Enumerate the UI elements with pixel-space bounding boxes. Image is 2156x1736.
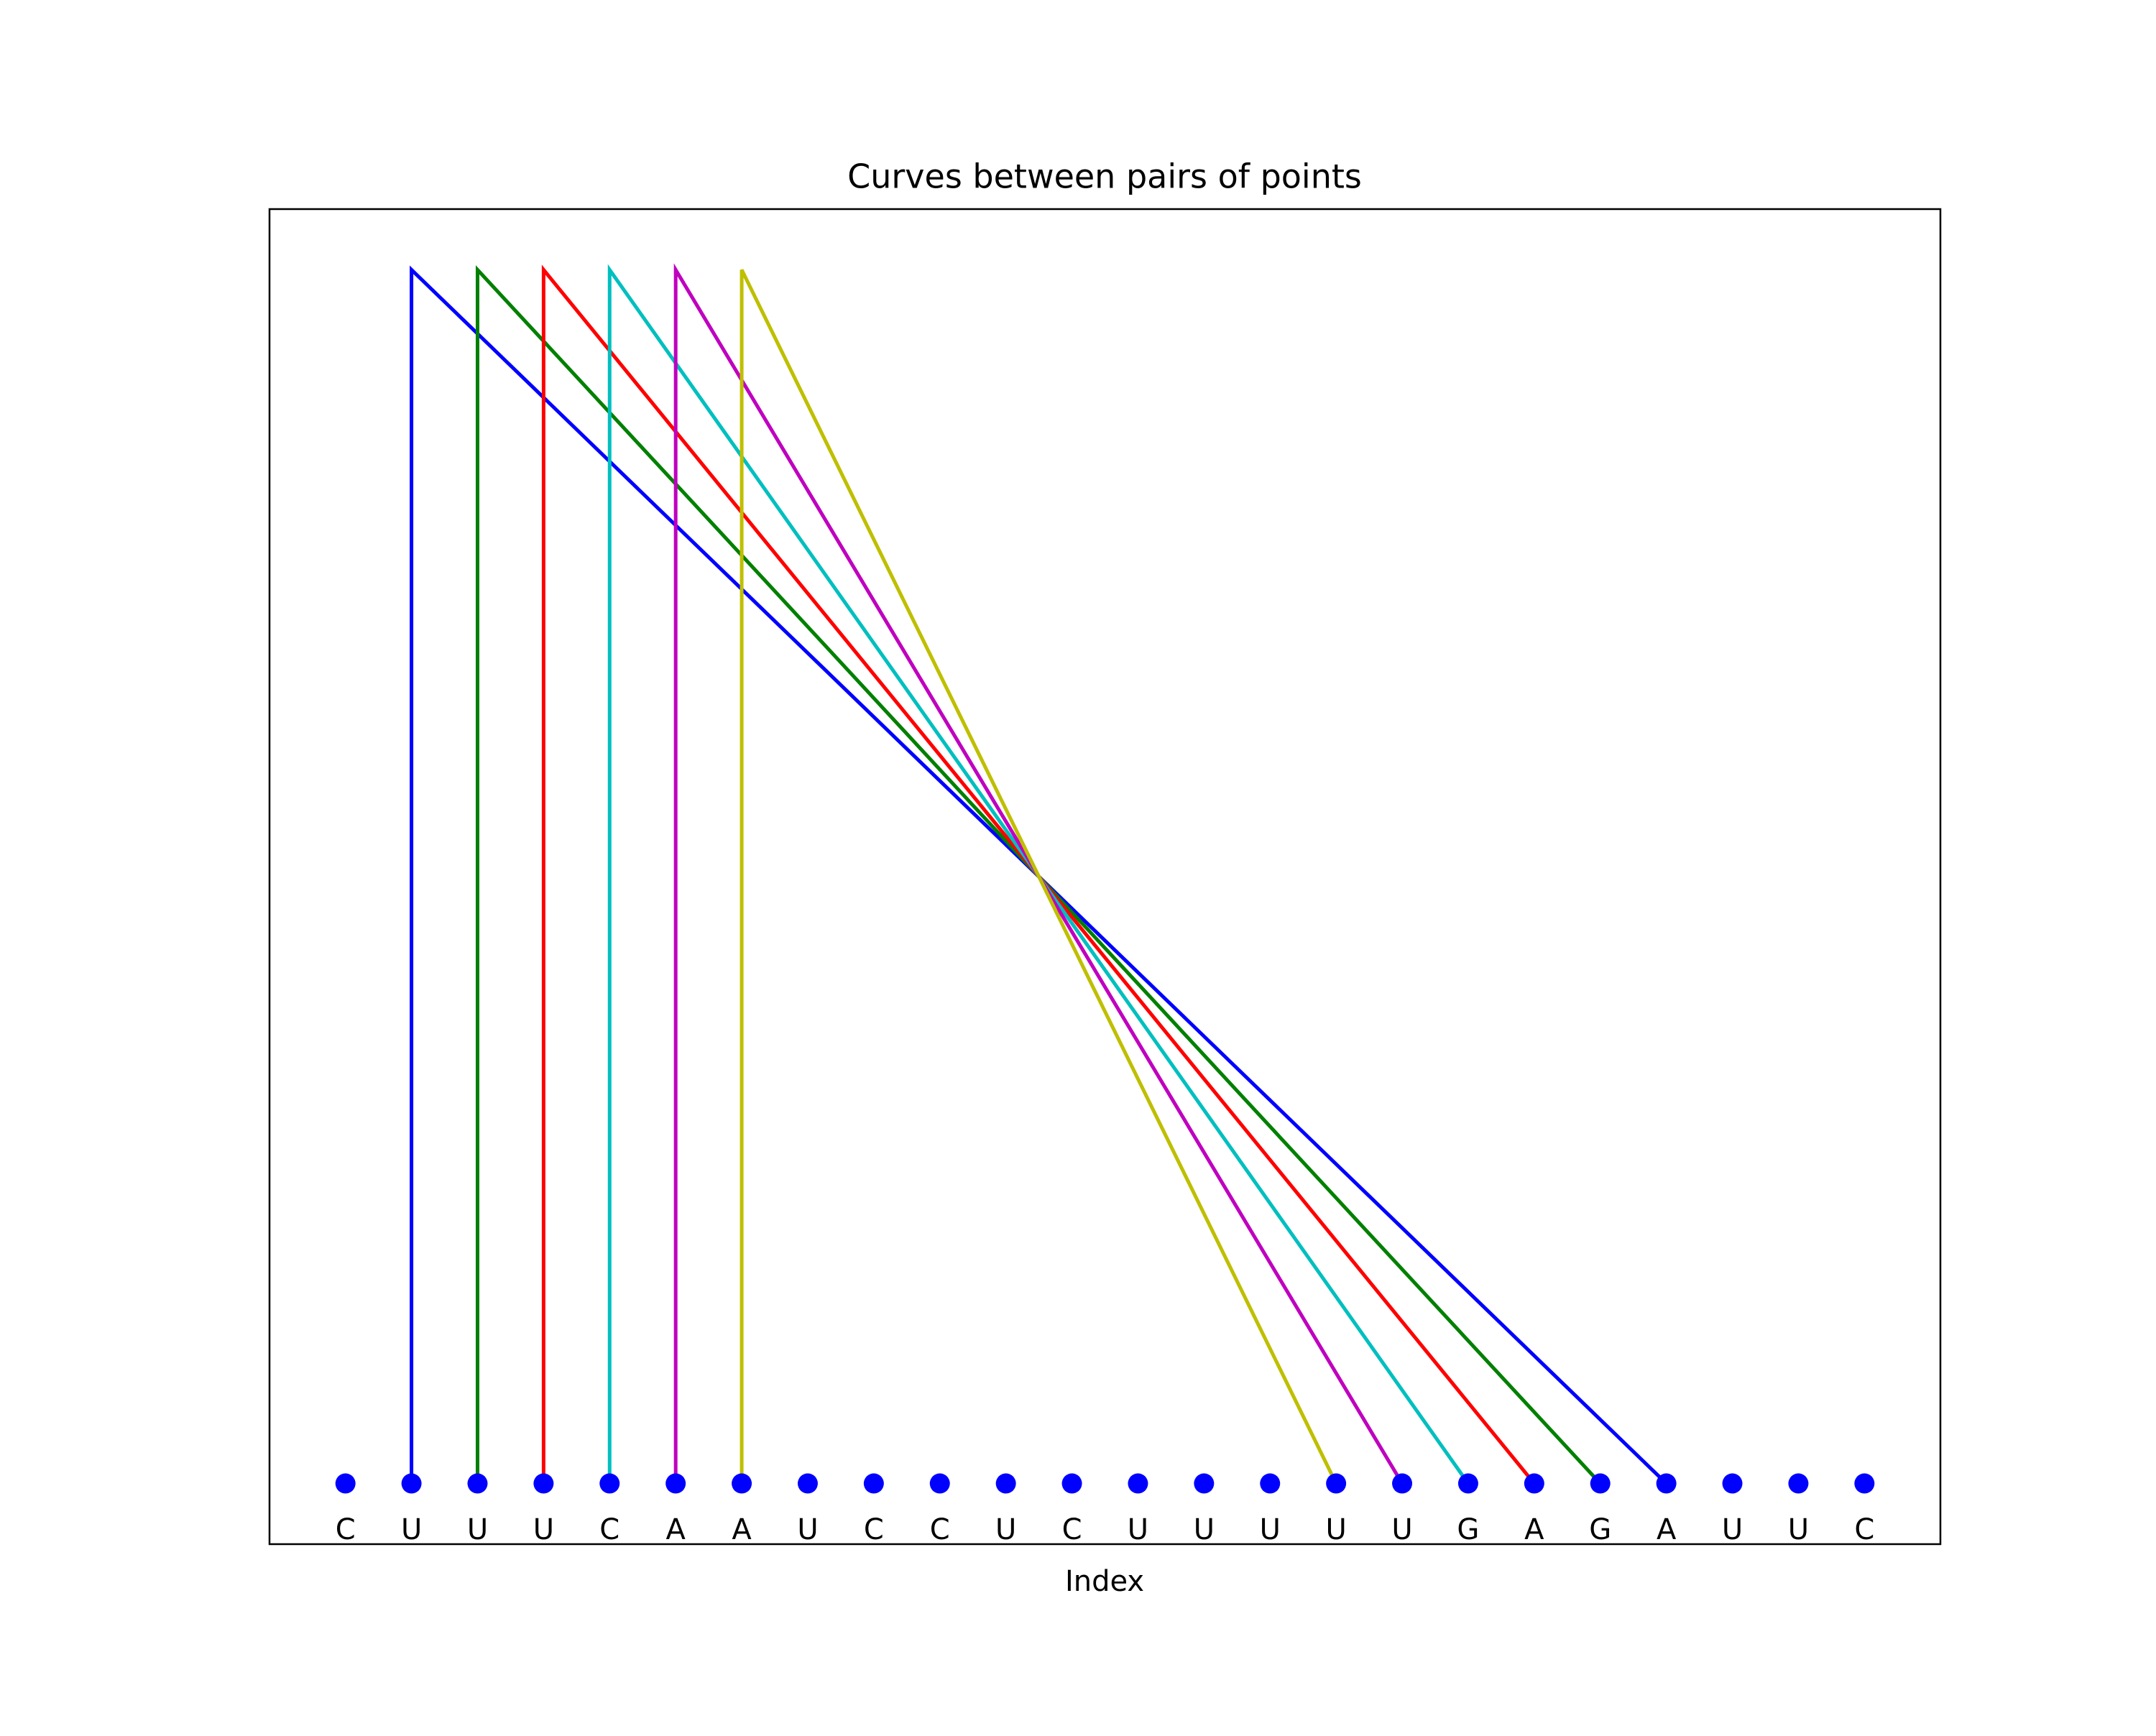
- x-axis-label: Index: [1065, 1565, 1144, 1598]
- x-tick-label: C: [1854, 1513, 1874, 1546]
- point: [732, 1473, 752, 1494]
- x-tick-label: U: [1194, 1513, 1215, 1546]
- point: [1061, 1473, 1082, 1494]
- point: [665, 1473, 686, 1494]
- x-tick-label: U: [995, 1513, 1016, 1546]
- x-tick-label: U: [1788, 1513, 1809, 1546]
- x-tick-label: U: [1325, 1513, 1346, 1546]
- point: [1457, 1473, 1478, 1494]
- point: [533, 1473, 554, 1494]
- x-tick-label: G: [1589, 1513, 1611, 1546]
- point: [1260, 1473, 1281, 1494]
- point: [929, 1473, 950, 1494]
- chart-title: Curves between pairs of points: [847, 157, 1362, 196]
- point: [1128, 1473, 1148, 1494]
- x-tick-label: U: [1260, 1513, 1281, 1546]
- x-tick-label: U: [797, 1513, 818, 1546]
- x-tick-label: A: [1657, 1513, 1677, 1546]
- x-tick-label: C: [930, 1513, 950, 1546]
- point: [1524, 1473, 1544, 1494]
- point: [995, 1473, 1016, 1494]
- pair-curve: [673, 263, 1404, 1485]
- point: [863, 1473, 884, 1494]
- point: [1722, 1473, 1743, 1494]
- point: [1326, 1473, 1347, 1494]
- pair-curve: [410, 265, 1668, 1485]
- x-tick-label: C: [864, 1513, 884, 1546]
- pair-curve: [541, 264, 1536, 1485]
- pair-curve: [740, 269, 1338, 1485]
- point: [599, 1473, 620, 1494]
- x-tick-label: C: [336, 1513, 356, 1546]
- x-tick-label: U: [533, 1513, 554, 1546]
- point: [1656, 1473, 1677, 1494]
- point: [1590, 1473, 1611, 1494]
- x-tick-label: U: [401, 1513, 422, 1546]
- point: [401, 1473, 422, 1494]
- pair-curve: [475, 265, 1602, 1485]
- point: [1194, 1473, 1215, 1494]
- plot-frame: [268, 208, 1942, 1546]
- x-tick-label: C: [1062, 1513, 1082, 1546]
- x-tick-label: U: [1391, 1513, 1412, 1546]
- x-tick-label: U: [467, 1513, 488, 1546]
- point: [797, 1473, 818, 1494]
- x-tick-label: U: [1128, 1513, 1148, 1546]
- x-tick-label: G: [1457, 1513, 1479, 1546]
- point: [335, 1473, 356, 1494]
- point: [1788, 1473, 1809, 1494]
- x-tick-label: A: [1524, 1513, 1544, 1546]
- point: [1854, 1473, 1875, 1494]
- point: [1392, 1473, 1413, 1494]
- x-tick-label: A: [665, 1513, 686, 1546]
- x-tick-label: U: [1722, 1513, 1743, 1546]
- pair-curve: [607, 264, 1470, 1485]
- x-tick-label: C: [599, 1513, 619, 1546]
- point: [467, 1473, 488, 1494]
- x-tick-label: A: [732, 1513, 752, 1546]
